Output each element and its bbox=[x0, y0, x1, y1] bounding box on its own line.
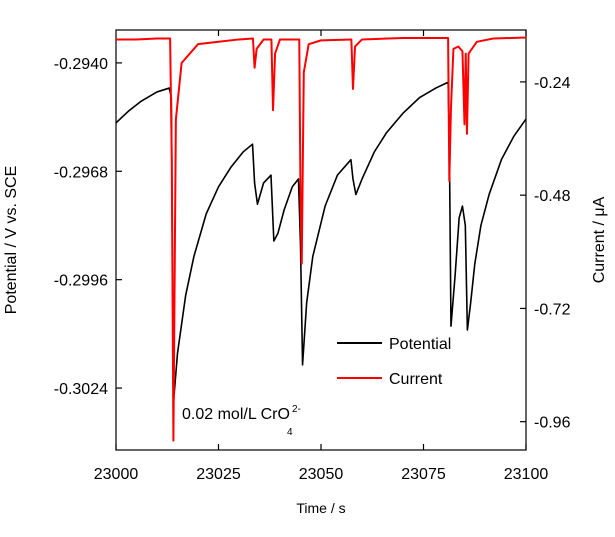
y-left-axis-title: Potential / V vs. SCE bbox=[3, 166, 20, 315]
x-axis-ticks: 23000 23025 23050 23075 23100 bbox=[94, 30, 549, 483]
y-right-tick-label: -0.48 bbox=[534, 188, 571, 205]
series-line-potential bbox=[116, 81, 526, 405]
y-left-tick-label: -0.3024 bbox=[54, 381, 108, 398]
x-tick-label: 23075 bbox=[401, 466, 446, 483]
plot-area bbox=[115, 29, 527, 451]
annotation-superscript: 2- bbox=[292, 404, 301, 415]
series-line-current bbox=[116, 36, 526, 442]
x-tick-label: 23100 bbox=[504, 466, 549, 483]
annotation-text: 0.02 mol/L CrO bbox=[182, 406, 290, 423]
y-right-tick-label: -0.96 bbox=[534, 415, 571, 432]
x-axis-title: Time / s bbox=[296, 500, 345, 516]
y-left-tick-label: -0.2968 bbox=[54, 164, 108, 181]
annotation-subscript: 4 bbox=[287, 427, 293, 438]
x-tick-label: 23050 bbox=[299, 466, 344, 483]
x-tick-label: 23025 bbox=[196, 466, 241, 483]
y-right-axis-ticks: -0.24 -0.48 -0.72 -0.96 bbox=[520, 75, 571, 432]
y-right-axis-title: Current / μA bbox=[591, 196, 608, 283]
y-left-tick-label: -0.2940 bbox=[54, 56, 108, 73]
x-tick-label: 23000 bbox=[94, 466, 139, 483]
legend-label-current: Current bbox=[389, 371, 443, 388]
legend: Potential Current bbox=[337, 336, 451, 388]
concentration-annotation: 0.02 mol/L CrO 2- 4 bbox=[182, 404, 301, 438]
y-left-tick-label: -0.2996 bbox=[54, 273, 108, 290]
y-right-tick-label: -0.24 bbox=[534, 75, 571, 92]
y-right-tick-label: -0.72 bbox=[534, 301, 571, 318]
legend-label-potential: Potential bbox=[389, 336, 451, 353]
y-left-axis-ticks: -0.2940 -0.2968 -0.2996 -0.3024 bbox=[54, 56, 122, 398]
